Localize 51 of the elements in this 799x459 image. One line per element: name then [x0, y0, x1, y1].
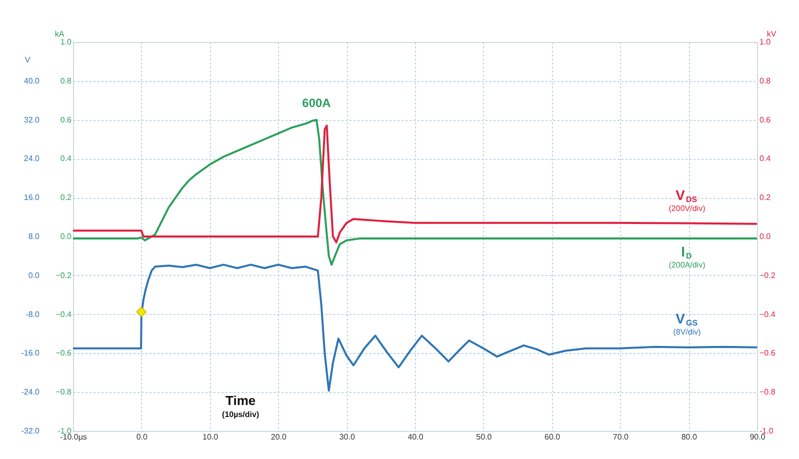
y-tick-label: −0.2 [56, 270, 72, 280]
x-tick-label: 60.0 [544, 432, 561, 442]
y-tick-label: 0.4 [60, 154, 72, 164]
y2-tick-label: −0.6 [760, 348, 776, 358]
y-tick-label: −0.4 [56, 310, 72, 319]
x-tick-label: 10.0 [202, 432, 219, 442]
annotation: Time [226, 393, 256, 408]
y2-tick-label: 0.4 [760, 154, 772, 164]
y3-tick-label: 16.0 [24, 193, 40, 202]
y2-tick-label: -1.0 [760, 426, 774, 436]
y-tick-label: −0.6 [56, 348, 72, 358]
x-tick-label: 90.0 [750, 432, 766, 442]
annotation: (10µs/div) [222, 410, 260, 419]
y-tick-label: −0.8 [56, 388, 72, 397]
x-tick-label: -10.0µs [60, 432, 87, 442]
y3-tick-label: -32.0 [21, 426, 40, 436]
y-tick-label: 0.0 [60, 232, 72, 241]
y2-tick-label: 0.0 [760, 232, 772, 241]
x-tick-label: 80.0 [681, 432, 698, 442]
y3-tick-label: 32.0 [24, 115, 40, 124]
y3-tick-label: -16.0 [21, 348, 40, 358]
line-series [72, 124, 758, 244]
y3-tick-label: -8.0 [26, 310, 40, 319]
y-tick-label: 0.6 [60, 115, 72, 124]
y3-tick-label: -24.0 [21, 388, 40, 397]
y2-axis-title: kV [766, 30, 777, 38]
x-tick-label: 30.0 [339, 432, 356, 442]
x-tick-label: 70.0 [612, 432, 630, 442]
y2-tick-label: 1.0 [760, 38, 772, 46]
x-tick-label: 0.0 [136, 432, 148, 442]
x-tick-label: 50.0 [476, 432, 492, 442]
line-series [72, 264, 758, 392]
y-tick-label: 0.2 [60, 193, 72, 202]
y3-tick-label: 8.0 [28, 232, 40, 241]
y3-axis-title: V [24, 56, 31, 64]
y3-tick-label: 0.0 [28, 270, 40, 280]
y3-tick-label: 40.0 [24, 76, 40, 86]
y-tick-label: 0.8 [60, 76, 72, 86]
y2-tick-label: 0.2 [760, 193, 772, 202]
y3-tick-label: 24.0 [24, 154, 40, 164]
y2-tick-label: −0.8 [760, 388, 776, 397]
y-axis-title: kA [54, 30, 65, 38]
annotation: 600A [302, 96, 332, 110]
x-tick-label: 40.0 [408, 432, 424, 442]
y2-tick-label: −0.4 [760, 310, 776, 319]
y-tick-label: 1.0 [60, 38, 72, 46]
y2-tick-label: −0.2 [760, 270, 776, 280]
y-tick-label: -1.0 [58, 426, 72, 436]
y2-tick-label: 0.6 [760, 115, 772, 124]
x-tick-label: 20.0 [270, 432, 288, 442]
y2-tick-label: 0.8 [760, 76, 772, 86]
